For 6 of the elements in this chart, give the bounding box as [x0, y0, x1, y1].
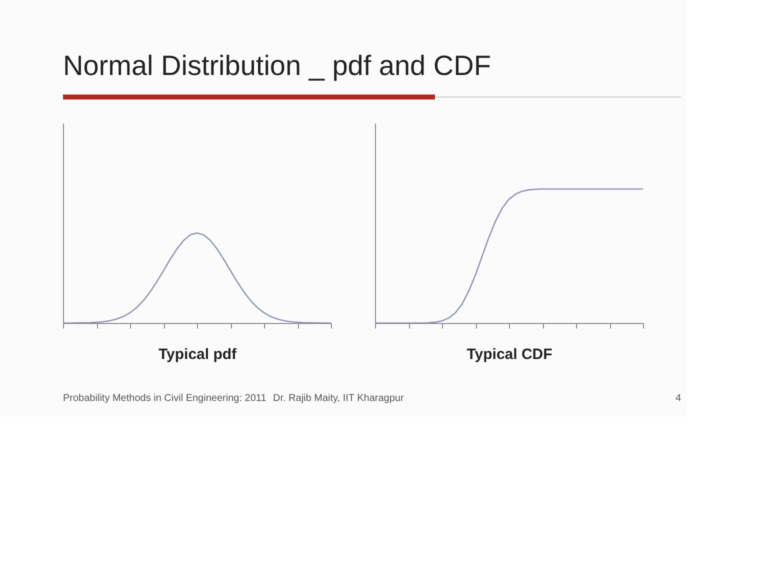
x-axis-title: Typical pdf — [158, 346, 238, 363]
text: 4 — [675, 393, 682, 404]
text: Dr. Rajib Maity, IIT Kharagpur — [273, 393, 404, 404]
x-axis-title: Typical CDF — [466, 346, 552, 363]
text: Probability Methods in Civil Engineering: 2011 — [63, 393, 267, 404]
chart-title: Normal Distribution _ pdf and CDF — [63, 50, 491, 81]
